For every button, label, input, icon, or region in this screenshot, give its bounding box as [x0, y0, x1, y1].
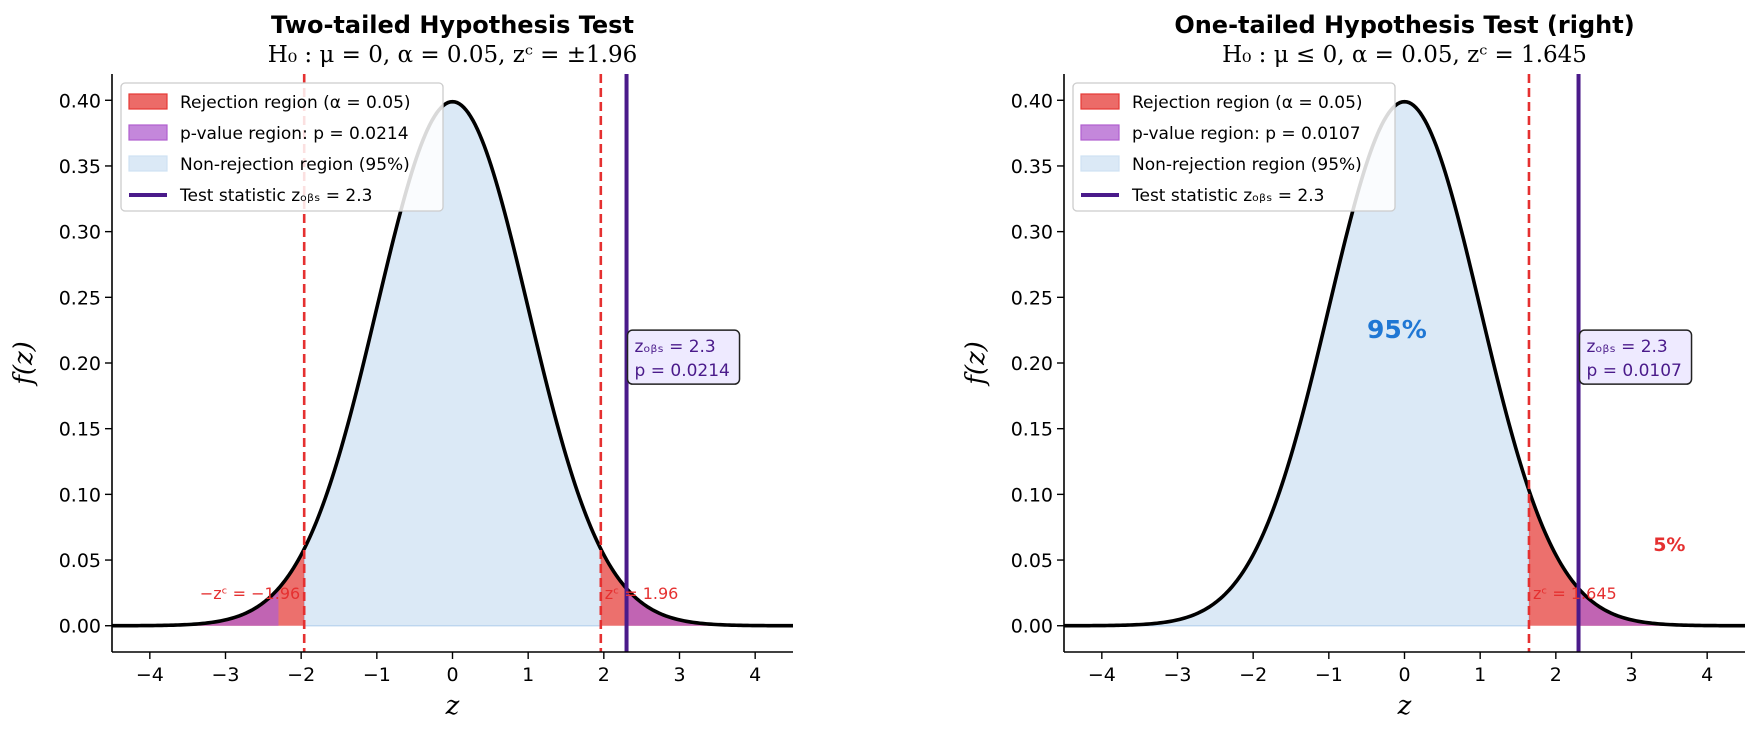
- pvalue-area-0: [112, 588, 279, 626]
- y-tick-label: 0.10: [59, 484, 101, 506]
- x-tick-label: −4: [1088, 664, 1116, 686]
- y-tick-label: 0.40: [59, 90, 101, 112]
- legend-label-3: Test statistic zₒᵦₛ = 2.3: [179, 186, 372, 206]
- chart-subtitle: H₀ : μ = 0, α = 0.05, zᶜ = ±1.96: [268, 42, 637, 68]
- legend-swatch-2: [1080, 155, 1120, 172]
- y-tick-label: 0.15: [59, 419, 101, 441]
- x-tick-label: −2: [287, 664, 315, 686]
- chart-title: One-tailed Hypothesis Test (right): [1174, 11, 1634, 39]
- y-tick-label: 0.30: [59, 222, 101, 244]
- plot-area: [112, 74, 793, 652]
- x-axis-label: z: [445, 691, 460, 721]
- x-tick-label: −1: [363, 664, 391, 686]
- x-tick-label: −2: [1239, 664, 1267, 686]
- rejection-area-0: [1528, 490, 1745, 626]
- y-axis-label: f(z): [9, 341, 39, 387]
- obs-box-line-1: p = 0.0107: [1587, 361, 1682, 381]
- pdf-curve: [1064, 99, 1745, 628]
- legend-label-2: Non-rejection region (95%): [1132, 155, 1362, 175]
- pvalue-area-0: [1578, 588, 1745, 626]
- legend-swatch-1: [128, 124, 168, 141]
- y-tick-label: 0.20: [1011, 353, 1053, 375]
- legend-box: [1072, 82, 1396, 212]
- legend-box: [120, 82, 444, 212]
- x-tick-label: 0: [446, 664, 458, 686]
- legend-label-1: p-value region: p = 0.0107: [1132, 124, 1361, 144]
- chart-subtitle: H₀ : μ ≤ 0, α = 0.05, zᶜ = 1.645: [1222, 42, 1587, 68]
- obs-box-line-0: zₒᵦₛ = 2.3: [635, 337, 716, 357]
- legend-label-2: Non-rejection region (95%): [180, 155, 410, 175]
- x-tick-label: 0: [1398, 664, 1410, 686]
- legend-swatch-2: [128, 155, 168, 172]
- critical-value-label-0: −zᶜ = −1.96: [200, 584, 300, 603]
- x-tick-label: −3: [211, 664, 239, 686]
- x-tick-label: 4: [749, 664, 761, 686]
- y-tick-label: 0.20: [59, 353, 101, 375]
- legend-swatch-0: [128, 93, 168, 110]
- pvalue-area-1: [626, 588, 793, 626]
- y-tick-label: 0.00: [1011, 616, 1053, 638]
- legend-label-0: Rejection region (α = 0.05): [1132, 93, 1363, 113]
- legend-swatch-1: [1080, 124, 1120, 141]
- y-tick-label: 0.05: [59, 550, 101, 572]
- y-tick-label: 0.35: [59, 156, 101, 178]
- y-tick-label: 0.40: [1011, 90, 1053, 112]
- y-tick-label: 0.15: [1011, 419, 1053, 441]
- obs-box-line-1: p = 0.0214: [635, 361, 730, 381]
- x-tick-label: −3: [1163, 664, 1191, 686]
- y-axis-label: f(z): [961, 341, 991, 387]
- annotation-0: 95%: [1367, 315, 1427, 344]
- x-tick-label: 3: [1625, 664, 1637, 686]
- obs-box-line-0: zₒᵦₛ = 2.3: [1587, 337, 1668, 357]
- x-tick-label: 2: [1550, 664, 1562, 686]
- one-tailed-chart: zᶜ = 1.645 zₒᵦₛ = 2.3 p = 0.0107 95% 5% −4 −3 −…: [961, 11, 1745, 721]
- rejection-area-0: [112, 548, 305, 626]
- obs-box: [1578, 329, 1693, 385]
- legend-label-0: Rejection region (α = 0.05): [180, 93, 411, 113]
- x-tick-label: 2: [598, 664, 610, 686]
- y-tick-label: 0.30: [1011, 222, 1053, 244]
- critical-value-label-1: zᶜ = 1.96: [605, 584, 679, 603]
- y-tick-label: 0.35: [1011, 156, 1053, 178]
- x-tick-label: −4: [136, 664, 164, 686]
- x-tick-label: 1: [1474, 664, 1486, 686]
- critical-value-label-0: zᶜ = 1.645: [1533, 584, 1617, 603]
- y-tick-label: 0.05: [1011, 550, 1053, 572]
- chart-title: Two-tailed Hypothesis Test: [271, 11, 634, 39]
- y-tick-label: 0.00: [59, 616, 101, 638]
- two-tailed-chart: −zᶜ = −1.96 zᶜ = 1.96 zₒᵦₛ = 2.3 p = 0.0214…: [9, 11, 793, 721]
- legend-label-3: Test statistic zₒᵦₛ = 2.3: [1131, 186, 1324, 206]
- y-tick-label: 0.10: [1011, 484, 1053, 506]
- x-tick-label: 1: [522, 664, 534, 686]
- plot-area: [1064, 74, 1745, 652]
- x-tick-label: 3: [673, 664, 685, 686]
- y-tick-label: 0.25: [1011, 287, 1053, 309]
- legend-swatch-0: [1080, 93, 1120, 110]
- pdf-curve: [112, 99, 793, 628]
- rejection-area-1: [600, 548, 793, 626]
- x-axis-label: z: [1397, 691, 1412, 721]
- legend-label-1: p-value region: p = 0.0214: [180, 124, 409, 144]
- y-tick-label: 0.25: [59, 287, 101, 309]
- annotation-1: 5%: [1653, 534, 1685, 556]
- obs-box: [626, 329, 741, 385]
- x-tick-label: −1: [1315, 664, 1343, 686]
- x-tick-label: 4: [1701, 664, 1713, 686]
